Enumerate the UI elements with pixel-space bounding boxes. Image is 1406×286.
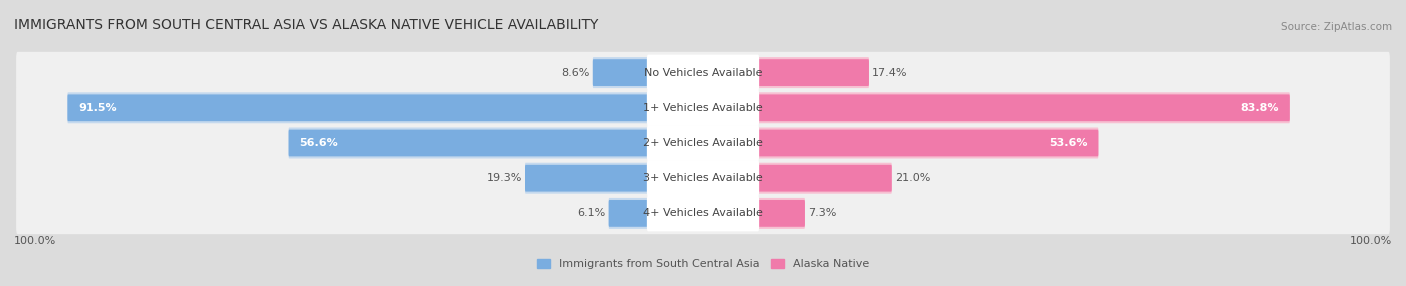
Text: 4+ Vehicles Available: 4+ Vehicles Available: [643, 208, 763, 219]
Text: 1+ Vehicles Available: 1+ Vehicles Available: [643, 103, 763, 113]
FancyBboxPatch shape: [758, 59, 869, 86]
Text: 100.0%: 100.0%: [14, 236, 56, 246]
Text: 6.1%: 6.1%: [578, 208, 606, 219]
FancyBboxPatch shape: [67, 92, 648, 123]
Text: 19.3%: 19.3%: [486, 173, 522, 183]
FancyBboxPatch shape: [758, 163, 891, 194]
FancyBboxPatch shape: [647, 195, 759, 231]
FancyBboxPatch shape: [67, 94, 648, 121]
FancyBboxPatch shape: [15, 87, 1391, 129]
FancyBboxPatch shape: [758, 92, 1289, 123]
Text: 8.6%: 8.6%: [561, 67, 591, 78]
Text: 7.3%: 7.3%: [808, 208, 837, 219]
FancyBboxPatch shape: [647, 90, 759, 126]
Text: Source: ZipAtlas.com: Source: ZipAtlas.com: [1281, 22, 1392, 32]
FancyBboxPatch shape: [609, 200, 648, 227]
Text: 56.6%: 56.6%: [299, 138, 339, 148]
FancyBboxPatch shape: [647, 160, 759, 196]
Text: No Vehicles Available: No Vehicles Available: [644, 67, 762, 78]
FancyBboxPatch shape: [15, 157, 1391, 199]
FancyBboxPatch shape: [647, 125, 759, 161]
FancyBboxPatch shape: [758, 57, 869, 88]
Text: 53.6%: 53.6%: [1049, 138, 1087, 148]
FancyBboxPatch shape: [758, 130, 1098, 156]
FancyBboxPatch shape: [758, 165, 891, 192]
Legend: Immigrants from South Central Asia, Alaska Native: Immigrants from South Central Asia, Alas…: [537, 259, 869, 269]
FancyBboxPatch shape: [15, 52, 1391, 93]
FancyBboxPatch shape: [593, 57, 648, 88]
Text: 21.0%: 21.0%: [894, 173, 929, 183]
FancyBboxPatch shape: [593, 59, 648, 86]
Text: 83.8%: 83.8%: [1240, 103, 1279, 113]
Text: 100.0%: 100.0%: [1350, 236, 1392, 246]
Text: IMMIGRANTS FROM SOUTH CENTRAL ASIA VS ALASKA NATIVE VEHICLE AVAILABILITY: IMMIGRANTS FROM SOUTH CENTRAL ASIA VS AL…: [14, 18, 599, 32]
FancyBboxPatch shape: [758, 200, 806, 227]
FancyBboxPatch shape: [609, 198, 648, 229]
FancyBboxPatch shape: [15, 193, 1391, 234]
FancyBboxPatch shape: [15, 122, 1391, 164]
Text: 3+ Vehicles Available: 3+ Vehicles Available: [643, 173, 763, 183]
FancyBboxPatch shape: [524, 163, 648, 194]
Text: 17.4%: 17.4%: [872, 67, 907, 78]
Text: 2+ Vehicles Available: 2+ Vehicles Available: [643, 138, 763, 148]
FancyBboxPatch shape: [758, 198, 806, 229]
Text: 91.5%: 91.5%: [79, 103, 117, 113]
FancyBboxPatch shape: [647, 55, 759, 91]
FancyBboxPatch shape: [288, 130, 648, 156]
FancyBboxPatch shape: [288, 128, 648, 158]
FancyBboxPatch shape: [524, 165, 648, 192]
FancyBboxPatch shape: [758, 94, 1289, 121]
FancyBboxPatch shape: [758, 128, 1098, 158]
